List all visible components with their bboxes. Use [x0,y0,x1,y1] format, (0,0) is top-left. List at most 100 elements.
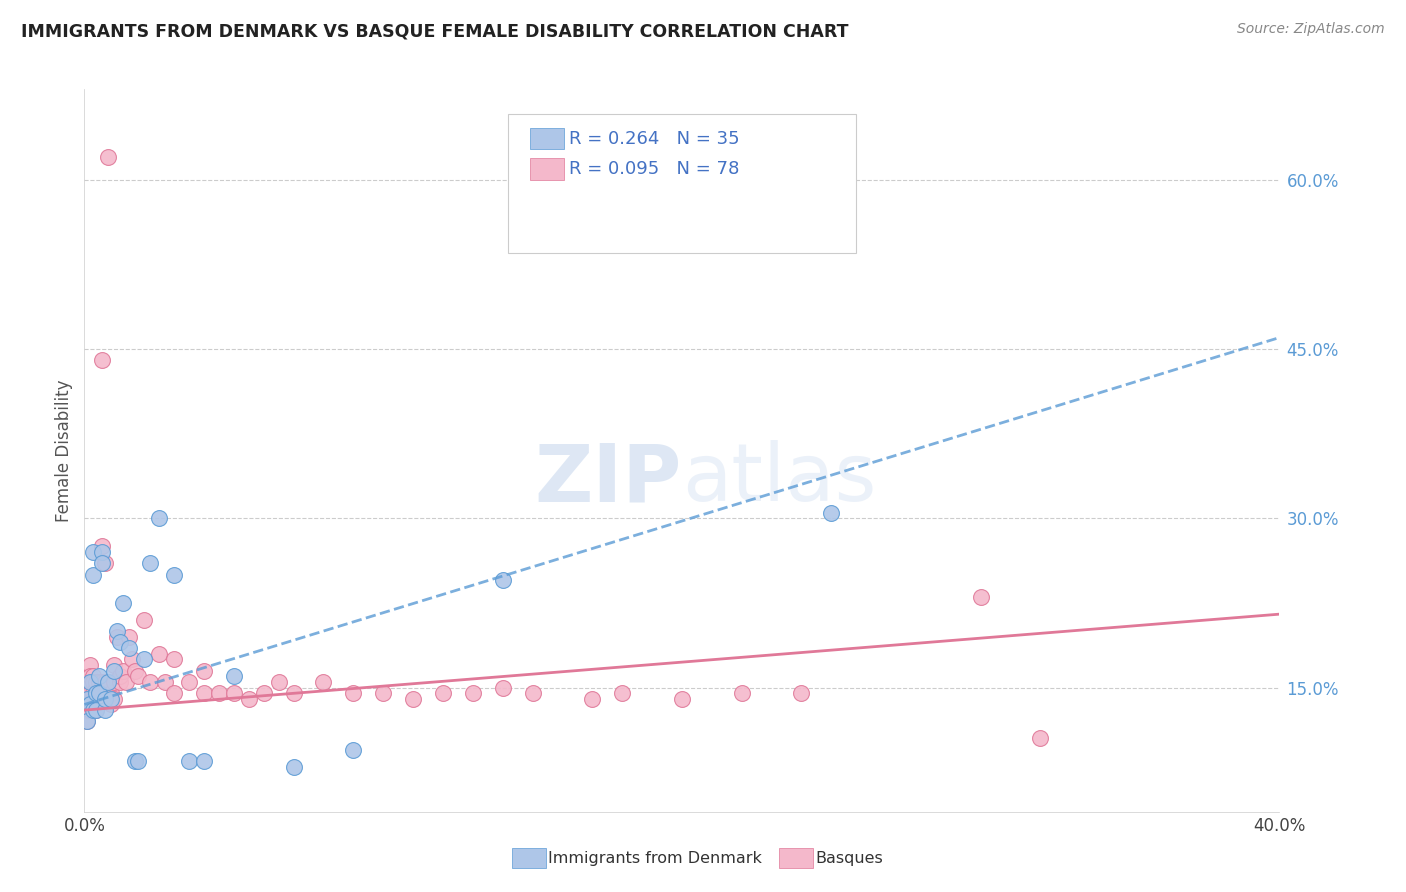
Point [91,540,114,554]
Point [115,674,138,689]
Point [1029,731,1052,746]
Point [97,686,120,700]
Point [82,686,104,700]
Point [82,567,104,582]
Point [100,691,122,706]
Point [163,686,186,700]
Point [193,686,215,700]
Point [94,674,117,689]
Point [731,686,754,700]
Point [91,353,114,368]
Point [121,652,143,666]
Point [82,698,104,712]
Point [127,669,149,683]
Point [89,691,111,706]
Point [97,674,120,689]
Point [91,691,114,706]
Point [163,652,186,666]
Point [103,664,125,678]
Point [432,686,454,700]
Point [267,674,290,689]
Point [76,714,98,729]
Point [492,681,515,695]
Point [522,686,544,700]
Point [139,557,162,571]
Point [105,630,128,644]
Point [91,557,114,571]
Text: Source: ZipAtlas.com: Source: ZipAtlas.com [1237,22,1385,37]
Text: Immigrants from Denmark: Immigrants from Denmark [548,851,762,865]
Point [86,703,108,717]
Point [76,691,98,706]
Point [208,686,231,700]
Point [148,647,170,661]
Point [76,686,98,700]
Point [79,686,101,700]
Point [76,691,98,706]
Point [790,686,813,700]
Point [127,754,149,768]
Point [86,686,108,700]
Point [100,698,122,712]
Point [820,506,842,520]
Point [76,674,98,689]
Text: atlas: atlas [682,441,876,518]
Point [79,703,101,717]
Point [492,574,515,588]
Point [82,703,104,717]
Point [461,686,484,700]
Point [148,511,170,525]
Point [110,635,132,649]
Point [222,669,245,683]
Point [671,691,693,706]
Point [110,669,132,683]
Text: ZIP: ZIP [534,441,682,518]
Point [312,674,335,689]
Point [112,664,135,678]
Point [222,686,245,700]
Point [118,640,141,655]
Point [94,691,117,706]
Point [100,686,122,700]
Point [283,759,305,773]
Point [193,664,215,678]
Point [89,669,111,683]
Point [253,686,276,700]
Point [193,754,215,768]
Point [86,703,108,717]
Point [163,567,186,582]
Point [79,669,101,683]
Point [373,686,395,700]
Point [82,674,104,689]
Point [153,674,176,689]
Point [79,657,101,672]
Text: R = 0.264   N = 35: R = 0.264 N = 35 [569,129,740,147]
Point [118,630,141,644]
Point [103,691,125,706]
Point [89,686,111,700]
Point [238,691,260,706]
Point [94,557,117,571]
Point [970,591,993,605]
Point [103,674,125,689]
Point [110,674,132,689]
Point [82,669,104,683]
Point [94,681,117,695]
Point [82,691,104,706]
Point [342,742,364,756]
Point [86,686,108,700]
Point [89,674,111,689]
Point [132,652,156,666]
Text: Basques: Basques [815,851,883,865]
Point [112,596,135,610]
Point [139,674,162,689]
Point [581,691,603,706]
Point [86,674,108,689]
Point [91,674,114,689]
Point [79,674,101,689]
Point [79,674,101,689]
Point [94,691,117,706]
Point [177,754,200,768]
Text: IMMIGRANTS FROM DENMARK VS BASQUE FEMALE DISABILITY CORRELATION CHART: IMMIGRANTS FROM DENMARK VS BASQUE FEMALE… [21,22,849,40]
Point [105,624,128,639]
